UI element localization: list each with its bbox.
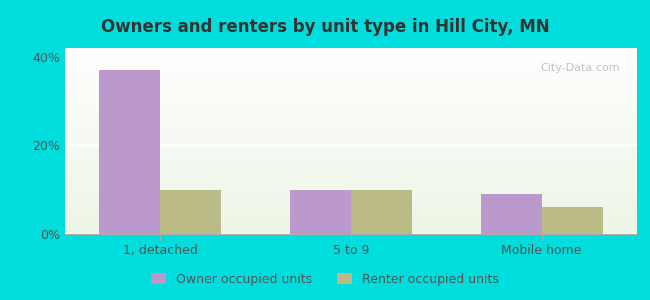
Legend: Owner occupied units, Renter occupied units: Owner occupied units, Renter occupied un…: [146, 268, 504, 291]
Bar: [161, 190, 222, 234]
Text: Owners and renters by unit type in Hill City, MN: Owners and renters by unit type in Hill …: [101, 18, 549, 36]
Bar: [541, 207, 603, 234]
Bar: [99, 70, 161, 234]
Bar: [290, 190, 351, 234]
Bar: [351, 190, 412, 234]
Bar: [480, 194, 541, 234]
Text: City-Data.com: City-Data.com: [540, 63, 620, 73]
